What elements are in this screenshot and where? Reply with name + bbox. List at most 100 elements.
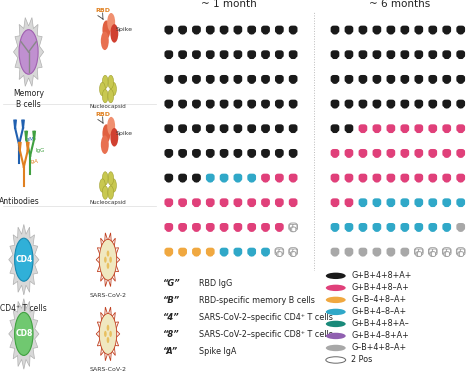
Text: “G”: “G”: [162, 279, 180, 288]
FancyBboxPatch shape: [376, 150, 381, 155]
FancyBboxPatch shape: [402, 128, 406, 133]
FancyBboxPatch shape: [430, 30, 434, 35]
FancyBboxPatch shape: [178, 223, 187, 231]
FancyBboxPatch shape: [428, 26, 437, 33]
FancyBboxPatch shape: [180, 178, 184, 183]
FancyBboxPatch shape: [277, 30, 281, 35]
FancyBboxPatch shape: [345, 124, 353, 132]
Circle shape: [390, 199, 392, 201]
FancyBboxPatch shape: [374, 202, 378, 207]
Text: IgA: IgA: [29, 159, 38, 164]
FancyBboxPatch shape: [431, 128, 436, 133]
FancyBboxPatch shape: [192, 101, 197, 106]
FancyBboxPatch shape: [348, 76, 353, 81]
FancyBboxPatch shape: [251, 224, 255, 229]
Circle shape: [417, 224, 420, 226]
Circle shape: [278, 174, 281, 177]
Circle shape: [445, 150, 448, 152]
FancyBboxPatch shape: [416, 104, 420, 108]
Circle shape: [403, 199, 406, 201]
FancyBboxPatch shape: [458, 202, 462, 207]
FancyBboxPatch shape: [401, 249, 405, 254]
FancyBboxPatch shape: [275, 126, 280, 130]
Polygon shape: [9, 299, 39, 369]
FancyBboxPatch shape: [196, 126, 200, 130]
FancyBboxPatch shape: [234, 124, 242, 132]
FancyBboxPatch shape: [418, 104, 421, 108]
FancyBboxPatch shape: [359, 224, 364, 229]
Circle shape: [109, 331, 112, 337]
FancyBboxPatch shape: [334, 54, 337, 59]
FancyBboxPatch shape: [358, 124, 367, 132]
Circle shape: [347, 125, 350, 128]
Circle shape: [110, 24, 118, 43]
FancyBboxPatch shape: [447, 76, 451, 81]
FancyBboxPatch shape: [456, 198, 465, 206]
FancyBboxPatch shape: [179, 52, 183, 56]
FancyBboxPatch shape: [346, 30, 350, 35]
FancyBboxPatch shape: [210, 175, 214, 180]
FancyBboxPatch shape: [331, 150, 336, 155]
FancyBboxPatch shape: [235, 227, 239, 232]
FancyBboxPatch shape: [165, 27, 169, 32]
FancyBboxPatch shape: [401, 76, 405, 81]
FancyBboxPatch shape: [348, 126, 353, 130]
FancyBboxPatch shape: [289, 248, 298, 256]
FancyBboxPatch shape: [457, 175, 461, 180]
FancyBboxPatch shape: [401, 248, 409, 256]
FancyBboxPatch shape: [167, 227, 172, 232]
FancyBboxPatch shape: [388, 128, 392, 133]
FancyBboxPatch shape: [358, 174, 367, 181]
FancyBboxPatch shape: [210, 27, 214, 32]
FancyBboxPatch shape: [167, 202, 172, 207]
FancyBboxPatch shape: [346, 227, 350, 232]
FancyBboxPatch shape: [346, 153, 350, 158]
FancyBboxPatch shape: [373, 200, 377, 204]
FancyBboxPatch shape: [346, 104, 350, 108]
Text: Memory
B cells: Memory B cells: [13, 89, 44, 109]
FancyBboxPatch shape: [195, 227, 199, 232]
FancyBboxPatch shape: [289, 149, 298, 157]
FancyBboxPatch shape: [261, 223, 270, 231]
FancyBboxPatch shape: [164, 50, 173, 58]
FancyBboxPatch shape: [168, 224, 173, 229]
FancyBboxPatch shape: [347, 252, 352, 256]
FancyBboxPatch shape: [237, 252, 241, 256]
FancyBboxPatch shape: [220, 198, 228, 206]
FancyBboxPatch shape: [289, 126, 293, 130]
Circle shape: [390, 26, 392, 29]
FancyBboxPatch shape: [375, 202, 380, 207]
Text: RBD: RBD: [96, 8, 111, 13]
FancyBboxPatch shape: [331, 198, 339, 206]
Circle shape: [292, 125, 295, 128]
FancyBboxPatch shape: [168, 27, 173, 32]
FancyBboxPatch shape: [430, 227, 434, 232]
Circle shape: [104, 257, 107, 263]
FancyBboxPatch shape: [289, 100, 298, 108]
FancyBboxPatch shape: [265, 76, 269, 81]
FancyBboxPatch shape: [250, 104, 255, 108]
FancyBboxPatch shape: [234, 248, 242, 256]
Circle shape: [417, 76, 420, 78]
Circle shape: [181, 76, 184, 78]
Circle shape: [375, 101, 378, 103]
Circle shape: [445, 26, 448, 29]
FancyBboxPatch shape: [164, 100, 173, 108]
FancyBboxPatch shape: [168, 175, 173, 180]
FancyBboxPatch shape: [209, 178, 213, 183]
FancyBboxPatch shape: [373, 149, 381, 157]
FancyBboxPatch shape: [195, 252, 199, 256]
FancyBboxPatch shape: [249, 54, 253, 59]
FancyBboxPatch shape: [460, 27, 465, 32]
FancyBboxPatch shape: [167, 30, 172, 35]
FancyBboxPatch shape: [277, 54, 281, 59]
FancyBboxPatch shape: [418, 54, 421, 59]
FancyBboxPatch shape: [180, 104, 184, 108]
Circle shape: [334, 125, 337, 128]
Circle shape: [417, 125, 420, 128]
FancyBboxPatch shape: [192, 174, 201, 181]
FancyBboxPatch shape: [261, 26, 270, 33]
FancyBboxPatch shape: [401, 75, 409, 83]
FancyBboxPatch shape: [415, 150, 419, 155]
FancyBboxPatch shape: [443, 175, 447, 180]
